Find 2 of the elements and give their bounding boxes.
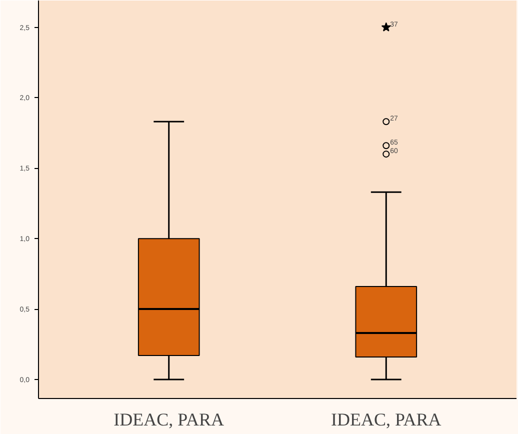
x-tick-label: IDEAC, PARA [330, 410, 442, 430]
x-tick-label: IDEAC, PARA [114, 410, 224, 430]
